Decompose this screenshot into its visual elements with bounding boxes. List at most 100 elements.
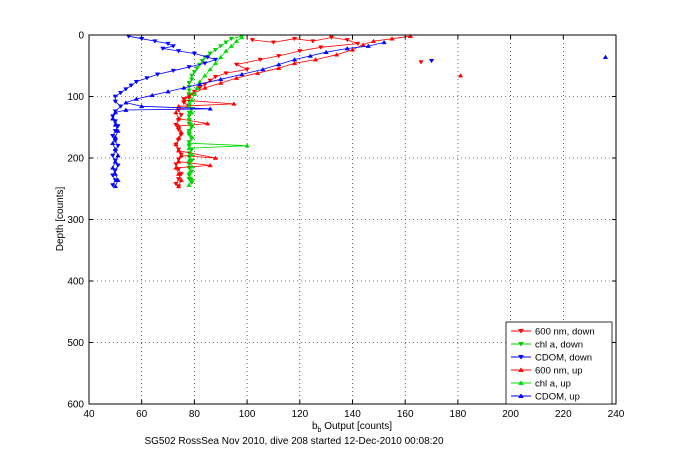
data-point bbox=[175, 183, 182, 189]
data-point bbox=[115, 128, 121, 133]
x-tick-label: 240 bbox=[608, 409, 625, 420]
legend-marker bbox=[518, 367, 524, 372]
data-point bbox=[260, 66, 266, 72]
data-point bbox=[307, 53, 313, 58]
data-point bbox=[123, 100, 129, 105]
data-point bbox=[223, 48, 229, 53]
data-point bbox=[334, 52, 340, 57]
legend-item: chl a, down bbox=[511, 340, 583, 351]
data-point bbox=[207, 162, 213, 168]
data-point bbox=[233, 75, 240, 80]
data-point bbox=[123, 87, 129, 92]
legend-label: 600 nm, up bbox=[535, 366, 583, 377]
legend-item: CDOM, down bbox=[511, 353, 592, 364]
data-point bbox=[112, 159, 119, 164]
data-point bbox=[276, 54, 282, 59]
legend-label: CDOM, up bbox=[535, 392, 580, 403]
data-point bbox=[175, 49, 182, 54]
data-point bbox=[112, 94, 119, 99]
data-point bbox=[389, 36, 395, 41]
data-point bbox=[173, 162, 179, 167]
data-point bbox=[212, 60, 219, 66]
data-point bbox=[355, 41, 361, 47]
data-point bbox=[228, 43, 234, 48]
data-point bbox=[189, 122, 195, 127]
data-point bbox=[181, 85, 187, 90]
data-point bbox=[186, 116, 192, 121]
caption: SG502 RossSea Nov 2010, dive 208 started… bbox=[144, 436, 444, 447]
series-line bbox=[112, 35, 217, 186]
data-point bbox=[239, 35, 245, 40]
data-point bbox=[189, 97, 195, 102]
data-point bbox=[170, 68, 176, 74]
data-point bbox=[191, 70, 198, 75]
data-point bbox=[170, 44, 176, 49]
data-point bbox=[297, 49, 303, 54]
y-tick-label: 0 bbox=[78, 31, 84, 42]
data-point bbox=[276, 62, 282, 67]
data-point bbox=[244, 143, 250, 148]
data-point bbox=[165, 89, 171, 94]
data-point bbox=[244, 67, 250, 72]
data-point bbox=[197, 81, 203, 86]
y-tick-label: 200 bbox=[67, 154, 84, 165]
series-line bbox=[188, 37, 248, 186]
data-point bbox=[191, 51, 198, 56]
data-point bbox=[194, 85, 200, 90]
data-point bbox=[110, 165, 116, 170]
legend-box bbox=[505, 321, 613, 405]
data-point bbox=[110, 116, 116, 121]
x-tick-label: 200 bbox=[502, 409, 519, 420]
data-point bbox=[112, 171, 119, 176]
legend-label: chl a, down bbox=[535, 340, 583, 351]
data-point bbox=[175, 148, 182, 153]
series-0 bbox=[173, 35, 361, 189]
data-point bbox=[173, 123, 179, 128]
data-point bbox=[212, 155, 219, 160]
data-point bbox=[204, 55, 211, 60]
legend: 600 nm, down chl a, down CDOM, down 600 nm,… bbox=[505, 321, 613, 405]
data-point bbox=[110, 134, 116, 139]
data-point bbox=[178, 177, 184, 182]
legend-marker bbox=[518, 355, 524, 360]
data-point bbox=[207, 66, 213, 72]
outlier-point bbox=[457, 73, 464, 78]
data-point bbox=[189, 110, 195, 115]
data-point bbox=[178, 129, 184, 134]
y-tick-label: 600 bbox=[67, 400, 84, 411]
data-point bbox=[189, 164, 195, 169]
data-point bbox=[344, 46, 350, 51]
data-point bbox=[218, 54, 224, 59]
x-tick-label: 120 bbox=[291, 409, 308, 420]
data-point bbox=[110, 153, 116, 158]
data-point bbox=[189, 73, 195, 79]
data-point bbox=[202, 85, 208, 90]
data-point bbox=[112, 183, 119, 189]
data-point bbox=[175, 135, 182, 141]
grid bbox=[89, 35, 616, 404]
legend-item: CDOM, up bbox=[511, 392, 580, 403]
data-point bbox=[381, 39, 387, 45]
x-tick-label: 180 bbox=[450, 409, 467, 420]
ticks: 40 60 80 100 120 140 160 180 200 220 240 0 100 200 300… bbox=[67, 31, 624, 421]
data-point bbox=[175, 123, 182, 128]
x-tick-label: 220 bbox=[555, 409, 572, 420]
data-point bbox=[310, 39, 316, 44]
data-point bbox=[223, 71, 229, 76]
data-point bbox=[344, 38, 350, 43]
data-point bbox=[186, 140, 192, 146]
series-line bbox=[175, 35, 411, 187]
x-tick-label: 60 bbox=[136, 409, 148, 420]
data-point bbox=[154, 72, 161, 77]
data-point bbox=[328, 35, 335, 40]
data-point bbox=[186, 170, 192, 175]
data-point bbox=[223, 40, 229, 45]
data-point bbox=[173, 110, 179, 115]
data-point bbox=[160, 46, 166, 51]
series-1 bbox=[186, 34, 245, 186]
data-point bbox=[173, 165, 179, 170]
data-point bbox=[194, 66, 200, 71]
data-point bbox=[257, 57, 263, 63]
data-point bbox=[212, 47, 219, 53]
